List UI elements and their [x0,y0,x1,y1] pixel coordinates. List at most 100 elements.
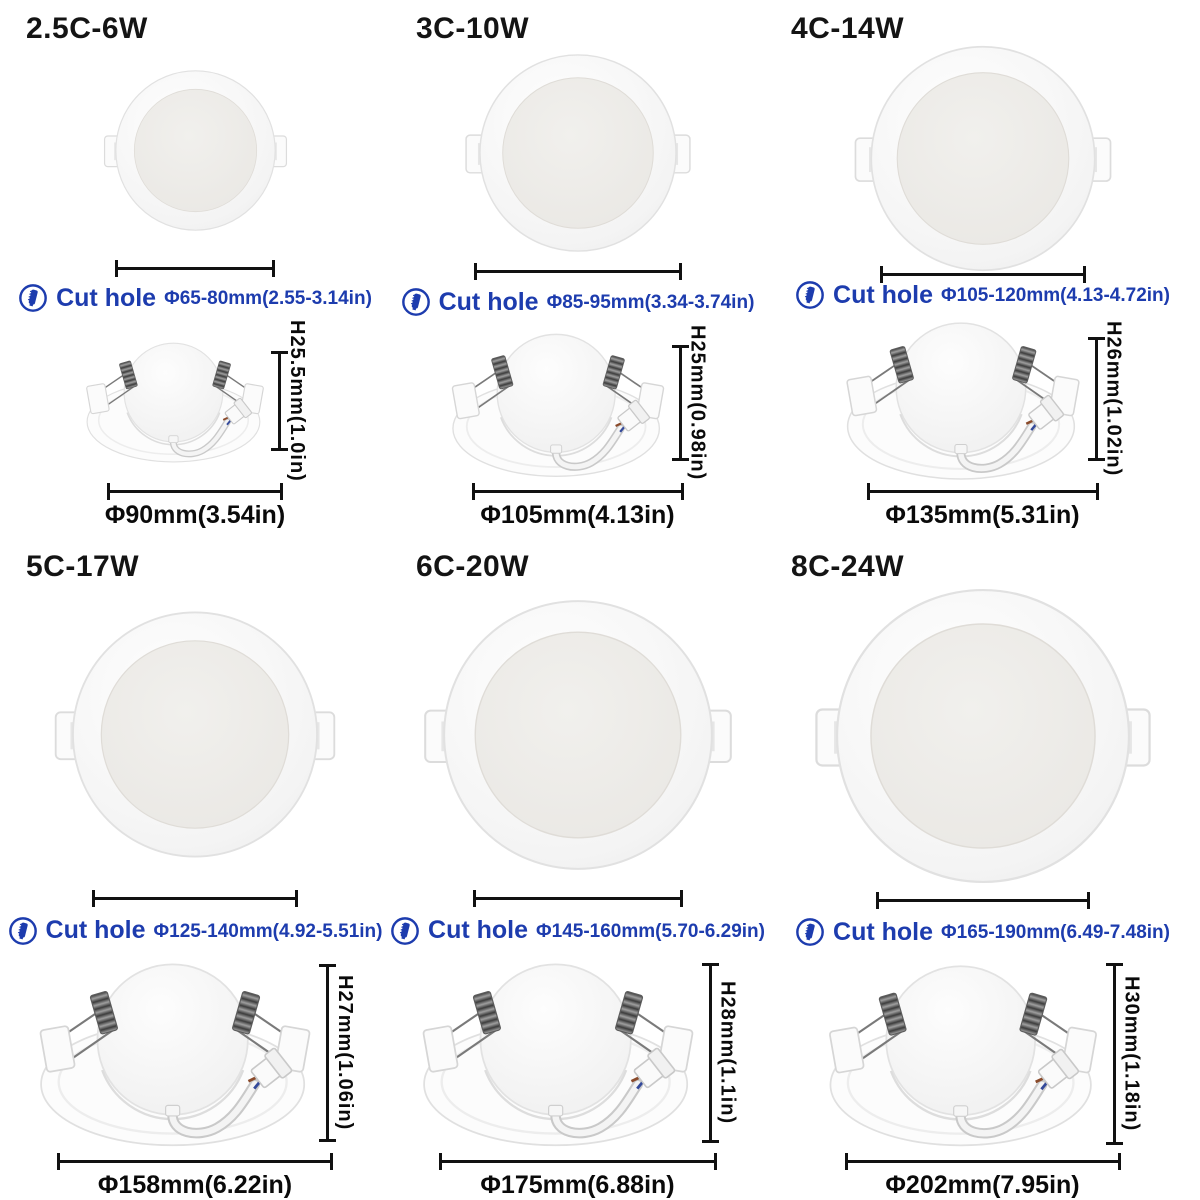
downlight-front-view [812,581,1154,891]
diameter-dimension: Φ175mm(6.88in) [438,1153,717,1200]
drill-icon [401,287,431,317]
diameter-label: Φ90mm(3.54in) [104,501,286,529]
cut-hole-dimension-line [875,890,1090,912]
cut-hole-label: Cut hole [833,280,934,309]
downlight-front-view [102,66,289,235]
drill-icon [8,916,38,946]
diameter-label: Φ202mm(7.95in) [885,1171,1080,1199]
height-dimension: H28mm(1.1in) [701,962,739,1143]
product-panel-5c-17w: 5C-17W Cut hole Φ125-140mm(4.92-5.51in) … [0,530,390,1200]
cut-hole-dimension-line [92,888,298,910]
height-dimension: H30mm(1.18in) [1105,962,1143,1145]
cut-hole-spec: Φ85-95mm(3.34-3.74in) [546,292,755,314]
product-panel-8c-24w: 8C-24W Cut hole Φ165-190mm(6.49-7.48in) … [765,530,1200,1200]
height-dimension: H25.5mm(1.0in) [271,320,308,482]
downlight-front-photo [421,586,735,884]
product-model-title: 2.5C-6W [26,12,148,45]
cut-hole-spec: Φ65-80mm(2.55-3.14in) [164,288,372,310]
diameter-label: Φ105mm(4.13in) [480,501,675,529]
downlight-front-view [52,605,338,864]
downlight-back-view [417,955,699,1150]
downlight-front-photo [812,586,1154,886]
cut-hole-label: Cut hole [833,917,934,946]
diameter-dimension: Φ90mm(3.54in) [104,483,286,530]
product-model-title: 8C-24W [791,550,905,583]
downlight-side-photo: H26mm(1.02in) [841,316,1125,482]
product-model-title: 3C-10W [416,12,530,45]
cut-hole-label: Cut hole [438,287,539,316]
height-dimension-line [319,963,336,1142]
cut-hole-row: Cut hole Φ125-140mm(4.92-5.51in) [8,914,382,948]
cut-hole-label: Cut hole [45,916,146,945]
cut-hole-spec: Φ145-160mm(5.70-6.29in) [536,920,765,942]
downlight-front-view [463,49,693,257]
drill-icon [390,916,420,946]
downlight-front-photo [463,48,693,257]
product-model-title: 5C-17W [26,550,140,583]
product-panel-6c-20w: 6C-20W Cut hole Φ145-160mm(5.70-6.29in) … [390,530,765,1200]
height-dimension-line [1087,337,1105,461]
downlight-back-view [447,327,669,480]
drill-icon [18,283,48,313]
height-label: H28mm(1.1in) [716,981,739,1125]
cut-hole-row: Cut hole Φ105-120mm(4.13-4.72in) [795,280,1170,310]
drill-icon [795,917,825,947]
drill-icon [795,280,825,310]
downlight-side-photo: H25.5mm(1.0in) [82,320,308,482]
cut-hole-dimension-line [472,888,683,910]
diameter-dimension: Φ202mm(7.95in) [844,1153,1121,1200]
downlight-side-photo: H30mm(1.18in) [823,955,1143,1152]
cut-hole-row: Cut hole Φ85-95mm(3.34-3.74in) [401,286,755,318]
downlight-back-view [841,315,1085,483]
diameter-dimension-line [844,1153,1121,1170]
downlight-front-photo [102,48,289,254]
downlight-front-view [421,593,735,877]
cut-hole-row: Cut hole Φ165-190mm(6.49-7.48in) [795,916,1170,949]
downlight-side-photo: H28mm(1.1in) [417,953,739,1152]
cut-hole-row: Cut hole Φ145-160mm(5.70-6.29in) [390,914,765,948]
height-dimension-line [1105,962,1123,1145]
cut-hole-dimension-line [115,258,275,279]
downlight-back-view [823,957,1103,1150]
diameter-label: Φ158mm(6.22in) [97,1171,293,1199]
downlight-back-view [34,955,316,1150]
product-panel-3c-10w: 3C-10W Cut hole Φ85-95mm(3.34-3.74in) H2… [390,0,765,530]
product-panel-4c-14w: 4C-14W Cut hole Φ105-120mm(4.13-4.72in) … [765,0,1200,530]
diameter-label: Φ175mm(6.88in) [480,1171,675,1199]
height-label: H25mm(0.98in) [686,325,709,481]
height-label: H26mm(1.02in) [1102,321,1125,477]
height-dimension: H26mm(1.02in) [1087,321,1125,477]
height-dimension-line [271,351,288,452]
diameter-label: Φ135mm(5.31in) [885,501,1080,529]
diameter-dimension-line [438,1153,717,1170]
height-label: H25.5mm(1.0in) [286,320,308,482]
height-label: H30mm(1.18in) [1120,975,1143,1132]
diameter-dimension: Φ158mm(6.22in) [57,1153,333,1200]
height-dimension-line [701,962,719,1143]
downlight-front-view [852,40,1114,277]
diameter-dimension-line [57,1153,333,1170]
height-dimension-line [671,345,689,462]
height-dimension: H25mm(0.98in) [671,325,709,481]
height-label: H27mm(1.06in) [334,975,356,1131]
downlight-side-photo: H25mm(0.98in) [447,324,709,482]
downlight-front-photo [52,586,338,884]
diameter-dimension: Φ135mm(5.31in) [866,483,1099,530]
diameter-dimension-line [107,483,283,500]
product-panel-2-5c-6w: 2.5C-6W Cut hole Φ65-80mm(2.55-3.14in) H… [0,0,390,530]
diameter-dimension: Φ105mm(4.13in) [471,483,684,530]
cut-hole-dimension-line [473,261,682,282]
downlight-front-photo [852,48,1114,268]
cut-hole-spec: Φ105-120mm(4.13-4.72in) [941,285,1170,306]
cut-hole-spec: Φ165-190mm(6.49-7.48in) [941,922,1170,944]
product-model-title: 4C-14W [791,12,905,45]
diameter-dimension-line [866,483,1099,500]
cut-hole-label: Cut hole [428,916,529,945]
product-model-title: 6C-20W [416,550,530,583]
height-dimension: H27mm(1.06in) [319,963,356,1142]
downlight-side-photo: H27mm(1.06in) [34,953,356,1152]
downlight-back-view [82,337,268,465]
diameter-dimension-line [471,483,684,500]
